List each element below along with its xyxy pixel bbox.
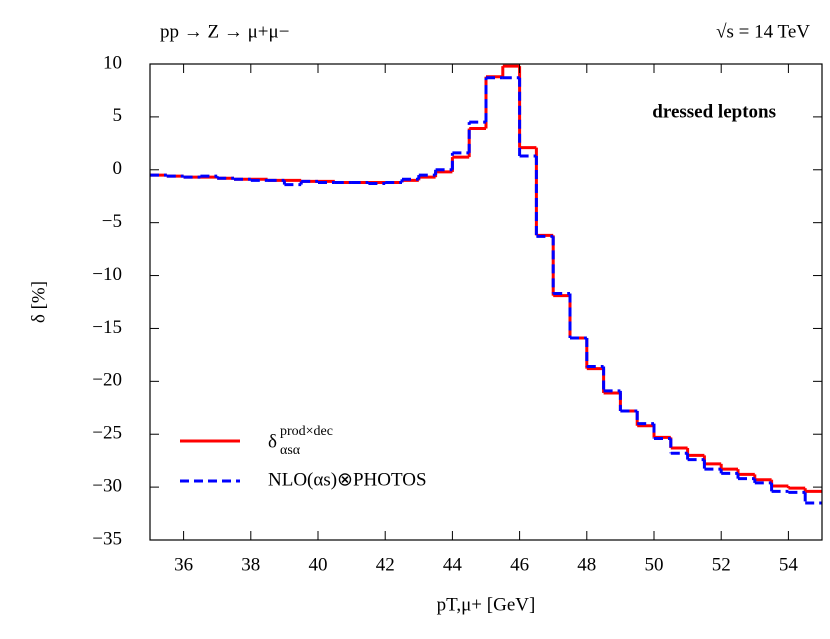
y-tick-label: −35 xyxy=(92,528,122,549)
x-tick-label: 42 xyxy=(376,554,395,575)
legend-label-sub: αsα xyxy=(280,443,301,458)
y-tick-label: −30 xyxy=(92,475,122,496)
y-tick-label: 10 xyxy=(103,52,122,73)
x-tick-label: 40 xyxy=(309,554,328,575)
chart-subtitle: √s = 14 TeV xyxy=(716,21,810,42)
x-tick-label: 38 xyxy=(241,554,260,575)
plot-area xyxy=(150,64,822,505)
y-axis-label: δ [%] xyxy=(28,281,49,323)
y-tick-label: −25 xyxy=(92,423,122,444)
y-tick-label: −10 xyxy=(92,264,122,285)
x-tick-label: 44 xyxy=(443,554,463,575)
x-tick-label: 50 xyxy=(645,554,664,575)
x-tick-label: 46 xyxy=(510,554,529,575)
y-tick-label: 5 xyxy=(113,105,123,126)
plot-frame xyxy=(149,63,823,541)
x-tick-label: 48 xyxy=(577,554,596,575)
y-tick-label: 0 xyxy=(113,158,123,179)
y-tick-label: −15 xyxy=(92,317,122,338)
y-tick-label: −20 xyxy=(92,370,122,391)
legend-label: NLO(αs)⊗PHOTOS xyxy=(268,469,427,490)
x-tick-label: 52 xyxy=(712,554,731,575)
annotation: dressed leptons xyxy=(652,101,776,122)
legend-label-sup: prod×dec xyxy=(280,424,333,439)
legend-label: δ xyxy=(268,431,277,452)
x-tick-label: 54 xyxy=(779,554,799,575)
x-axis-label: pT,μ+ [GeV] xyxy=(437,594,536,615)
y-tick-label: −5 xyxy=(102,211,122,232)
chart-title: pp → Z → μ+μ− xyxy=(160,21,289,42)
x-tick-label: 36 xyxy=(174,554,193,575)
